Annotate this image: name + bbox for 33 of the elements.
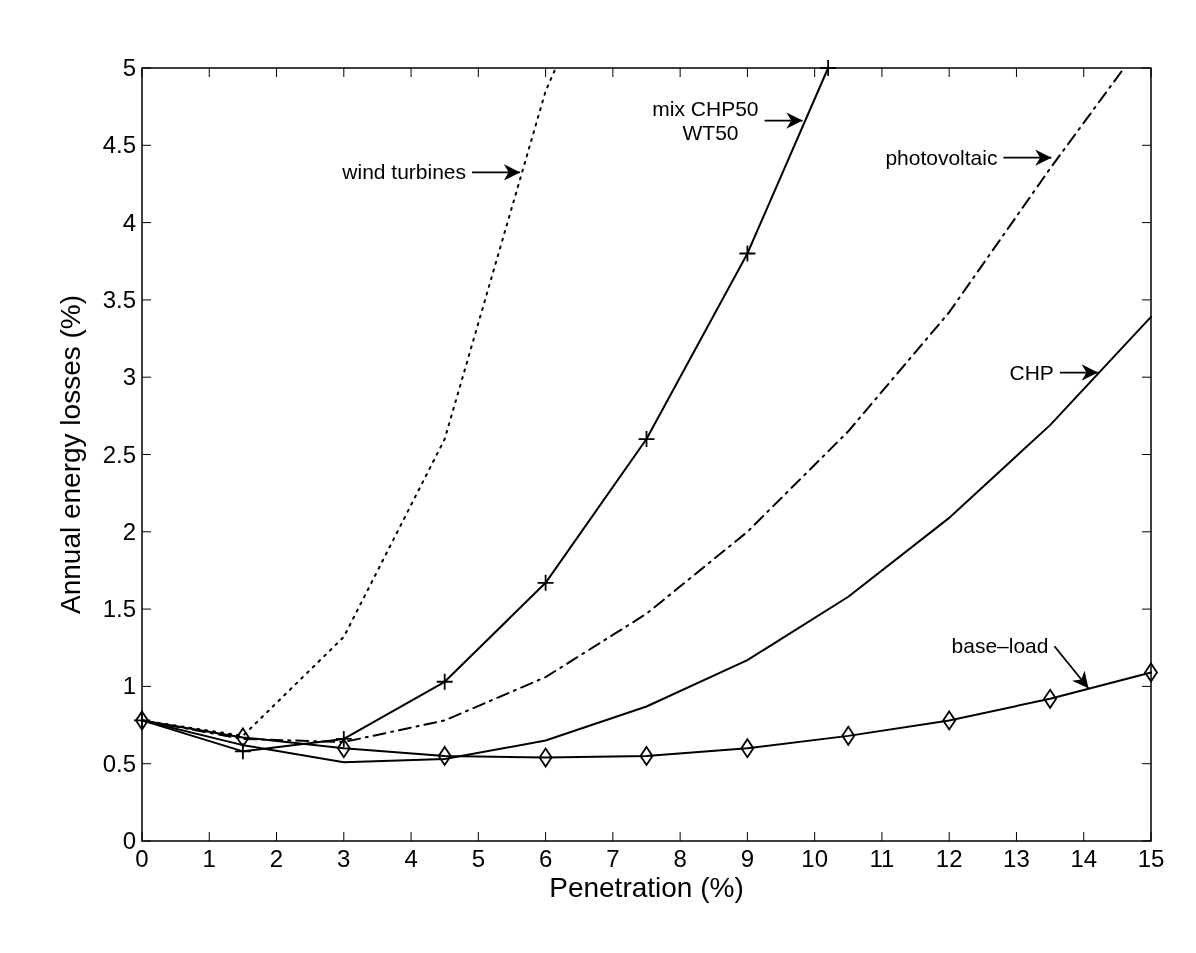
annotation: base–load xyxy=(951,634,1049,658)
x-tick-label: 10 xyxy=(801,845,829,872)
y-tick-label: 4 xyxy=(122,208,136,236)
y-axis-title: Annual energy losses (%) xyxy=(55,294,86,615)
x-tick-label: 14 xyxy=(1070,845,1098,872)
x-tick-label: 6 xyxy=(538,845,553,872)
x-tick-label: 7 xyxy=(606,845,620,872)
x-tick-label: 5 xyxy=(471,845,486,872)
y-tick-label: 5 xyxy=(122,54,136,81)
y-tick-label: 2 xyxy=(122,517,136,545)
x-tick-label: 15 xyxy=(1137,845,1165,872)
y-tick-label: 1.5 xyxy=(102,595,136,623)
x-tick-label: 8 xyxy=(673,845,687,872)
annotation: wind turbines xyxy=(341,160,467,184)
y-tick-label: 3.5 xyxy=(102,285,136,313)
y-tick-label: 3 xyxy=(122,363,136,391)
x-tick-label: 4 xyxy=(404,845,418,872)
annotation: mix CHP50 WT50 xyxy=(652,96,759,144)
x-axis-title: Penetration (%) xyxy=(549,872,744,903)
y-tick-label: 1 xyxy=(122,672,136,700)
x-tick-label: 12 xyxy=(935,845,963,872)
y-tick-label: 0.5 xyxy=(102,749,136,777)
annotation: CHP xyxy=(1009,360,1054,384)
annotation: photovoltaic xyxy=(885,145,998,169)
y-tick-label: 2.5 xyxy=(102,440,136,468)
x-tick-label: 13 xyxy=(1003,845,1030,872)
x-tick-label: 1 xyxy=(202,845,216,872)
x-tick-label: 9 xyxy=(740,845,755,872)
y-tick-label: 0 xyxy=(122,827,136,854)
x-tick-label: 2 xyxy=(269,845,284,872)
x-tick-label: 3 xyxy=(337,845,351,872)
x-tick-label: 11 xyxy=(869,845,895,872)
y-tick-label: 4.5 xyxy=(102,131,136,159)
